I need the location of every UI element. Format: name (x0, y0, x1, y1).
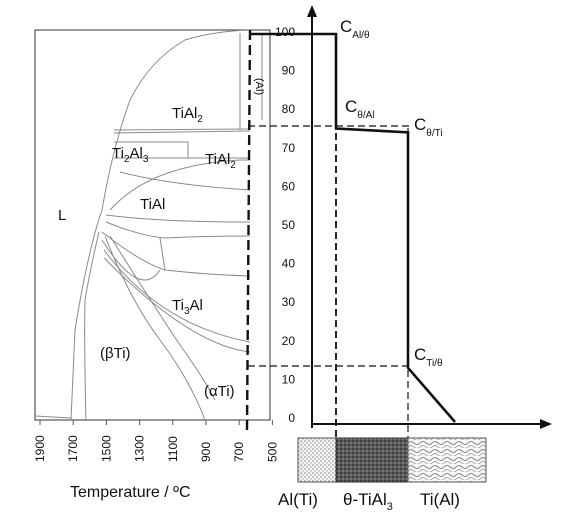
y-tick-label: 80 (282, 102, 296, 116)
layer-strip: Al(Ti) θ-TiAl3 Ti(Al) (278, 437, 487, 513)
phase-diagram-frame (34, 29, 271, 421)
y-tick-label: 40 (282, 257, 296, 271)
region-labels: L TiAl2 Ti2Al3 TiAl2 TiAl Ti3Al (βTi) (α… (58, 78, 265, 400)
region-ti3al: Ti3Al (172, 297, 203, 317)
y-tick-label: 50 (282, 218, 296, 232)
layer-theta-tial3 (335, 437, 409, 483)
region-tial: TiAl (140, 196, 165, 213)
x-axis-arrow-icon (540, 419, 552, 429)
boundary-ti2al3 (109, 159, 250, 211)
boundary-beta-alpha-b (109, 235, 216, 401)
region-al: (Al) (253, 78, 265, 95)
y-tick-label: 0 (288, 411, 295, 425)
y-tick-label: 30 (282, 295, 296, 309)
boundary-tial-ti3al (105, 221, 251, 239)
temperature-dashed-line (245, 29, 252, 431)
solidus-line (34, 415, 72, 419)
profile-labels: CAl/θ Cθ/Al Cθ/Ti CTi/θ (340, 17, 443, 369)
label-c-theta-al: Cθ/Al (345, 97, 375, 121)
boundary-ti2al3-box (114, 141, 250, 159)
region-ti2al3: Ti2Al3 (112, 145, 149, 165)
boundary-beta-alpha (104, 235, 206, 421)
y-tick-label: 70 (282, 141, 296, 155)
label-c-theta-ti: Cθ/Ti (414, 115, 443, 139)
concentration-axis: 0 10 20 30 40 50 60 70 80 90 100 (275, 5, 552, 429)
y-axis-arrow-icon (307, 5, 317, 17)
boundary-ti3al-bottom (103, 249, 251, 343)
x-tick-label: 900 (199, 442, 213, 462)
x-axis-label: Temperature / ºC (70, 484, 191, 501)
x-tick-label: 1700 (66, 435, 80, 462)
boundary-ti3al-right (164, 269, 251, 277)
x-tick-label: 700 (232, 442, 246, 462)
x-tick-label: 1100 (166, 436, 180, 462)
phase-boundaries (34, 29, 263, 421)
y-tick-label: 20 (282, 334, 296, 348)
region-beta-ti: (βTi) (100, 345, 131, 362)
region-liquid: L (58, 207, 66, 224)
boundary-beta-left (84, 231, 100, 421)
region-alpha-ti: (αTi) (204, 383, 235, 400)
x-tick-label: 1500 (99, 435, 113, 462)
x-axis: 1900 1700 1500 1300 1100 900 700 500 Temperatur… (33, 420, 279, 501)
x-tick-label: 1900 (33, 435, 47, 462)
layer-ti-al (407, 437, 487, 483)
layer-label-al-ti: Al(Ti) (278, 490, 318, 509)
projection-lines (248, 34, 410, 438)
phase-diagram: L TiAl2 Ti2Al3 TiAl2 TiAl Ti3Al (βTi) (α… (33, 29, 279, 501)
x-tick-label: 500 (265, 442, 279, 462)
x-tick-labels: 1900 1700 1500 1300 1100 900 700 500 (33, 420, 279, 462)
y-tick-labels: 0 10 20 30 40 50 60 70 80 90 100 (275, 25, 295, 425)
boundary-ti3al-left (101, 239, 161, 281)
x-tick-label: 1300 (133, 435, 147, 462)
label-c-ti-theta: CTi/θ (414, 345, 443, 369)
region-tial2-lower: TiAl2 (205, 151, 236, 171)
layer-al-ti (297, 437, 337, 483)
liquidus-curve (70, 29, 251, 421)
y-tick-label: 10 (282, 372, 296, 386)
boundary-tial2-upper (113, 128, 251, 131)
y-tick-label: 90 (282, 64, 296, 78)
boundary-tial2-upper-b (113, 130, 251, 134)
boundary-tial-low (105, 214, 251, 223)
boundary-ti3al-top (101, 231, 166, 271)
boundary-tial-top (119, 171, 251, 191)
y-tick-label: 60 (282, 179, 296, 193)
layer-label-ti-al: Ti(Al) (420, 490, 460, 509)
boundary-alpha (103, 257, 251, 353)
concentration-profile-line (250, 32, 456, 423)
layer-label-theta: θ-TiAl3 (343, 490, 393, 513)
label-c-al-theta: CAl/θ (340, 17, 370, 41)
y-tick-label: 100 (275, 25, 295, 39)
region-tial2-upper: TiAl2 (172, 105, 203, 125)
